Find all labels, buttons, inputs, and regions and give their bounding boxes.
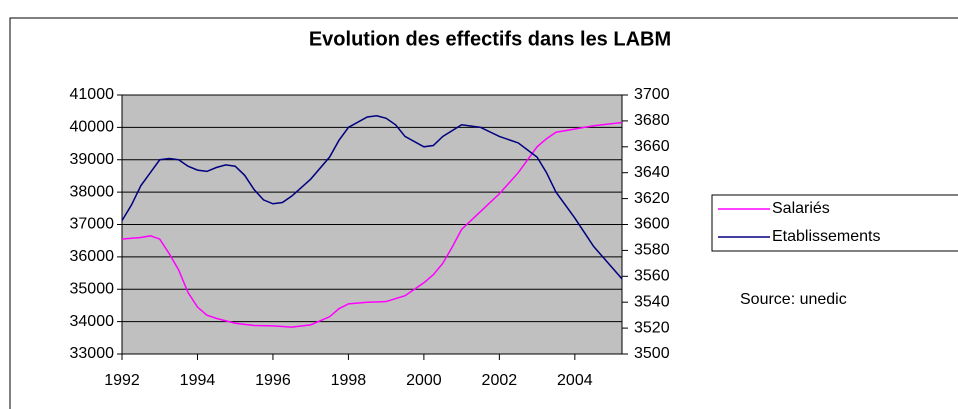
chart-title: Evolution des effectifs dans les LABM (309, 28, 671, 50)
x-tick-label: 2004 (557, 372, 593, 389)
y-tick-label: 40000 (70, 119, 115, 136)
legend (711, 194, 958, 252)
y2-tick-label: 3680 (634, 112, 670, 129)
y2-tick-label: 3700 (634, 86, 670, 103)
x-tick-label: 1992 (104, 372, 140, 389)
y2-tick-label: 3580 (634, 242, 670, 259)
y2-tick-label: 3560 (634, 268, 670, 285)
x-tick-label: 2002 (482, 372, 518, 389)
x-tick-label: 1998 (331, 372, 367, 389)
y-tick-label: 41000 (70, 86, 115, 103)
y2-tick-label: 3520 (634, 319, 670, 336)
x-tick-label: 1996 (255, 372, 291, 389)
y2-tick-label: 3620 (634, 190, 670, 207)
y2-tick-label: 3500 (634, 345, 670, 362)
x-tick-label: 1994 (180, 372, 216, 389)
y-tick-label: 37000 (70, 216, 115, 233)
annotation: Source: unedic (740, 291, 847, 308)
y-tick-label: 35000 (70, 280, 115, 297)
y2-tick-label: 3540 (634, 293, 670, 310)
y-tick-label: 38000 (70, 183, 115, 200)
legend-label: Etablissements (772, 228, 881, 245)
y-tick-label: 34000 (70, 313, 115, 330)
y-tick-label: 33000 (70, 345, 115, 362)
y2-tick-label: 3640 (634, 164, 670, 181)
series-line (121, 114, 623, 280)
y2-tick-label: 3660 (634, 138, 670, 155)
y-tick-label: 36000 (70, 248, 115, 265)
x-tick-label: 2000 (406, 372, 442, 389)
legend-label: Salariés (772, 200, 830, 217)
y-tick-label: 39000 (70, 151, 115, 168)
series-line (121, 121, 623, 328)
y2-tick-label: 3600 (634, 216, 670, 233)
